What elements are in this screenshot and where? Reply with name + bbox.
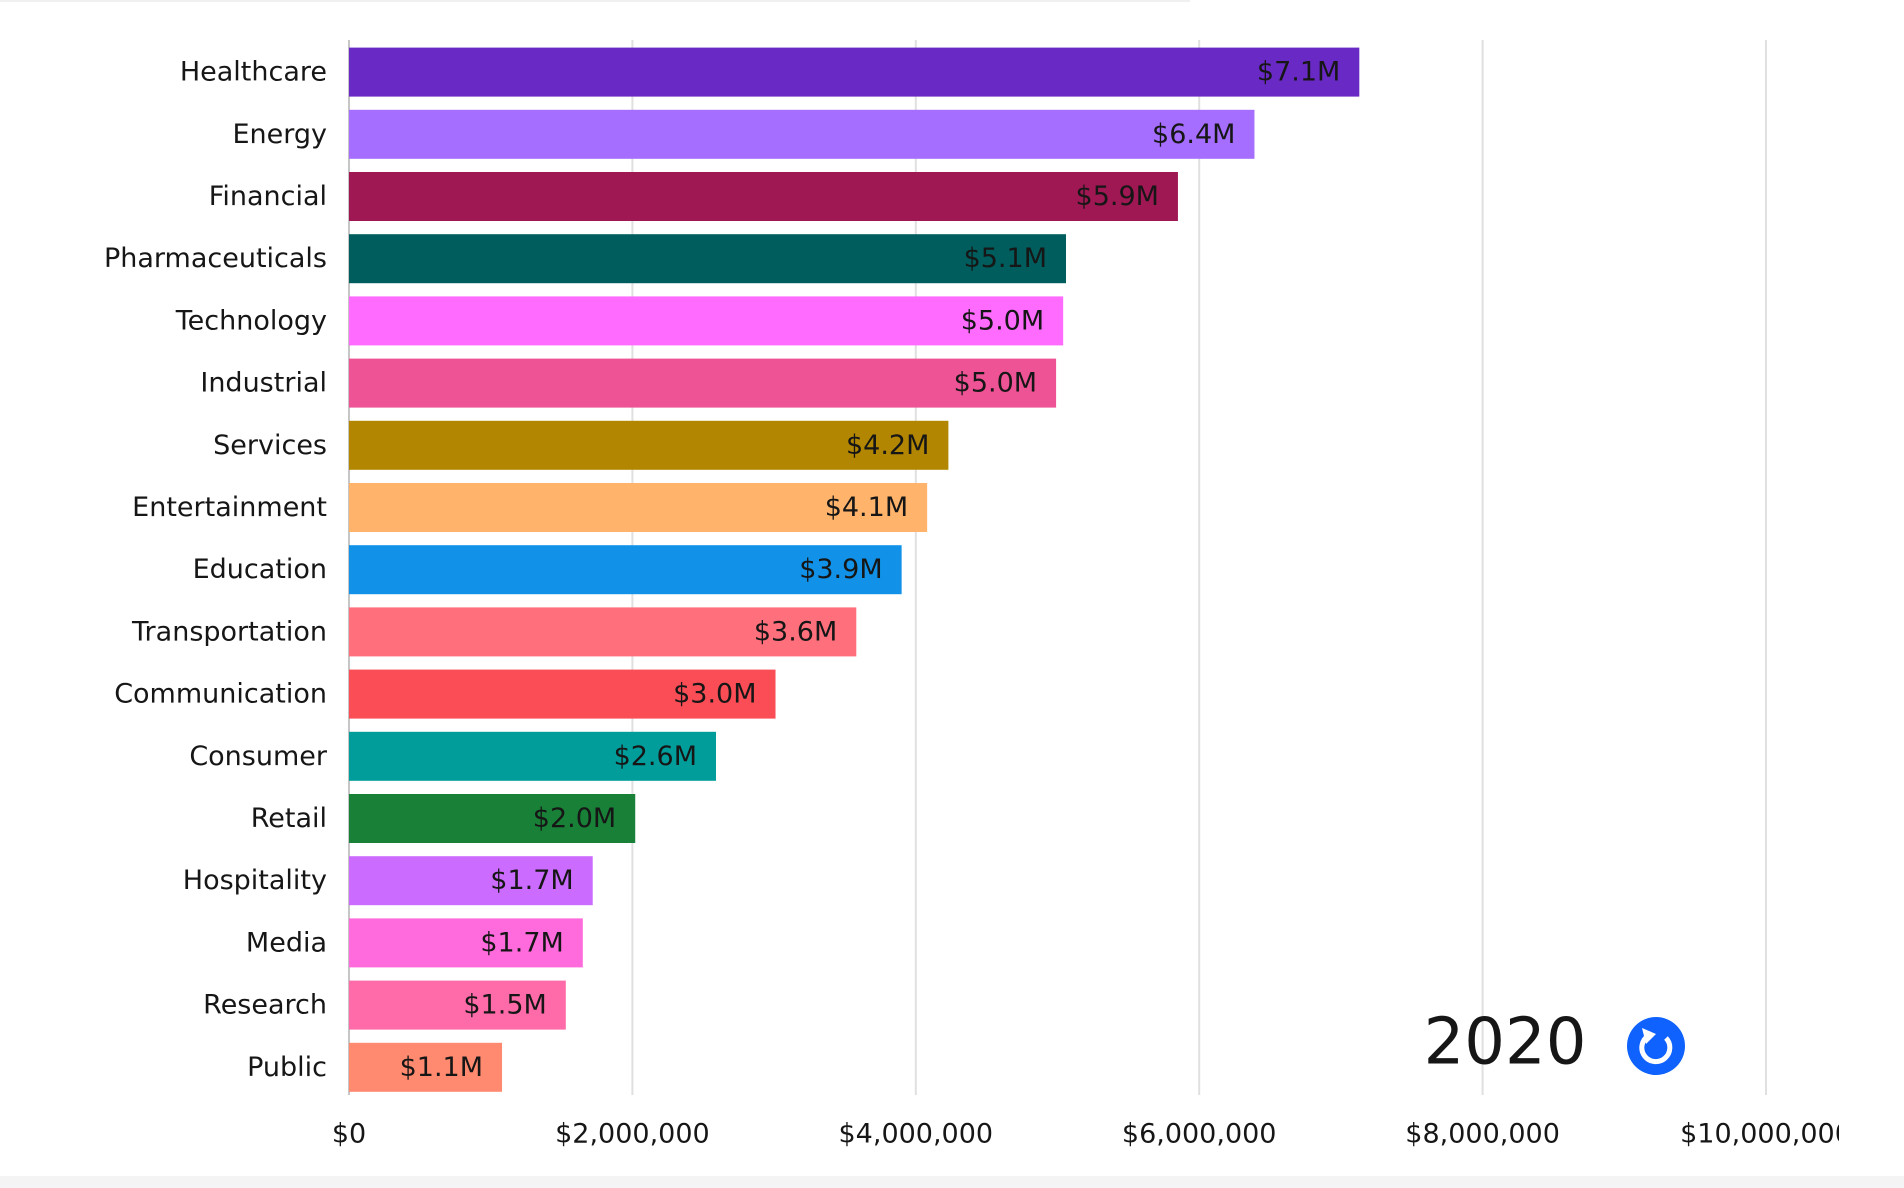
category-label: Education	[193, 554, 327, 585]
replay-button[interactable]	[1627, 1017, 1685, 1075]
value-label: $5.0M	[954, 368, 1037, 399]
bar	[349, 483, 928, 532]
category-label: Financial	[209, 181, 327, 212]
category-label: Research	[203, 990, 327, 1021]
value-label: $5.1M	[964, 243, 1047, 274]
category-label: Healthcare	[180, 57, 327, 88]
category-label: Public	[247, 1052, 327, 1083]
bar	[349, 918, 583, 968]
replay-arrow	[1642, 1028, 1656, 1044]
category-label: Energy	[232, 119, 327, 150]
bar	[349, 794, 636, 843]
value-label: $5.9M	[1076, 181, 1159, 212]
bar	[349, 47, 1360, 97]
labels: $0 $2,000,000 $4,000,000 $6,000,000 $8,000,0…	[104, 57, 1852, 1150]
bar	[349, 669, 776, 719]
bar	[349, 358, 1057, 408]
bar	[349, 731, 717, 781]
category-label: Hospitality	[183, 865, 327, 896]
replay-circle[interactable]	[1627, 1017, 1685, 1075]
value-label: $1.5M	[463, 990, 546, 1021]
x-tick-label: $8,000,000	[1405, 1119, 1560, 1150]
category-label: Media	[246, 927, 327, 958]
bars	[349, 47, 1360, 1092]
bar	[349, 296, 1064, 346]
value-label: $1.1M	[400, 1052, 483, 1083]
bar	[349, 109, 1255, 159]
bar	[349, 420, 949, 470]
value-label: $1.7M	[480, 927, 563, 958]
bar	[349, 172, 1178, 221]
bar	[349, 607, 857, 657]
year-label: 2020	[1424, 1006, 1587, 1080]
value-label: $3.0M	[673, 679, 756, 710]
bottom-strip	[0, 1176, 1904, 1188]
replay-arc	[1639, 1033, 1673, 1065]
category-label: Pharmaceuticals	[104, 243, 327, 274]
value-label: $6.4M	[1152, 119, 1235, 150]
value-label: $3.9M	[799, 554, 882, 585]
category-label: Industrial	[200, 368, 327, 399]
bar	[349, 234, 1067, 284]
value-label: $2.6M	[614, 741, 697, 772]
category-label: Services	[213, 430, 327, 461]
value-label: $5.0M	[961, 305, 1044, 336]
x-tick-label: $10,000,000	[1680, 1119, 1852, 1150]
category-label: Entertainment	[132, 492, 327, 523]
category-label: Communication	[114, 679, 327, 710]
bar	[349, 1042, 503, 1092]
x-tick-label: $4,000,000	[839, 1119, 994, 1150]
bar	[349, 980, 566, 1030]
x-tick-label: $6,000,000	[1122, 1119, 1277, 1150]
bar	[349, 856, 593, 906]
category-label: Transportation	[131, 616, 327, 647]
value-label: $2.0M	[533, 803, 616, 834]
value-label: $3.6M	[754, 616, 837, 647]
value-label: $4.2M	[846, 430, 929, 461]
category-label: Retail	[251, 803, 327, 834]
bar	[349, 545, 902, 595]
value-label: $1.7M	[490, 865, 573, 896]
category-label: Technology	[175, 305, 327, 336]
x-tick-label: $2,000,000	[555, 1119, 710, 1150]
x-tick-label: $0	[332, 1119, 366, 1150]
value-label: $7.1M	[1257, 57, 1340, 88]
category-label: Consumer	[189, 741, 328, 772]
value-label: $4.1M	[825, 492, 908, 523]
